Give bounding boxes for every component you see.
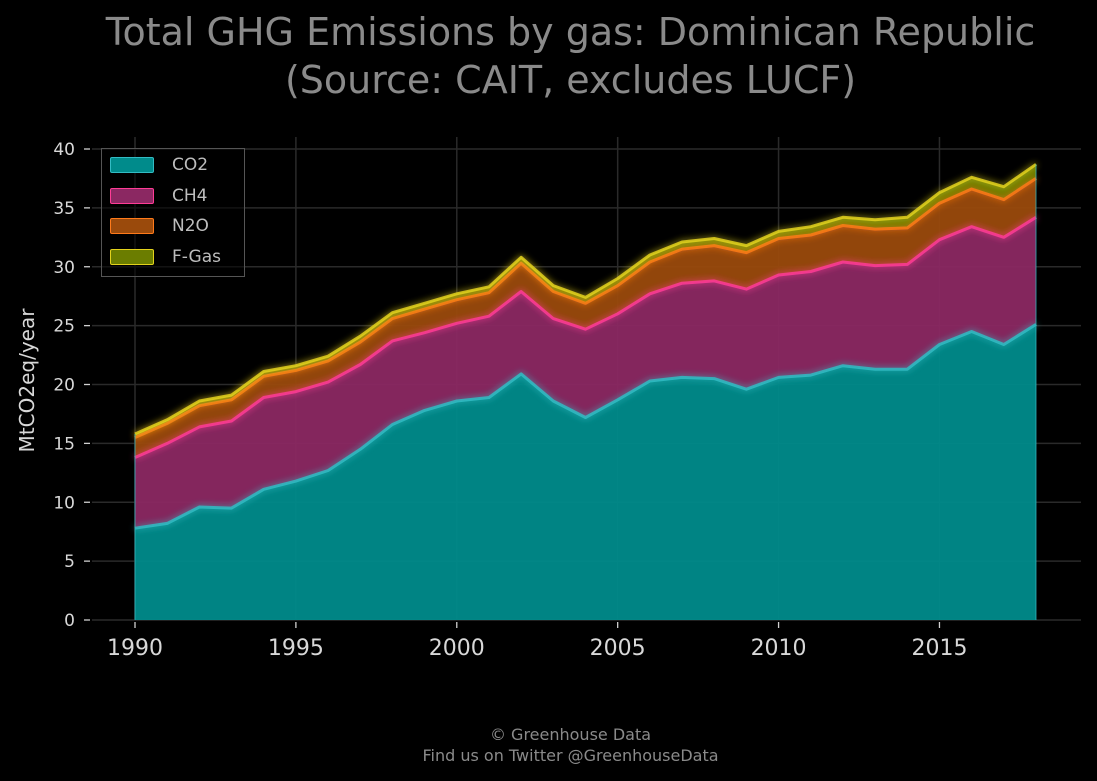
footer-copyright: © Greenhouse Data	[489, 725, 652, 744]
y-tick-label-5: 5	[64, 552, 75, 572]
legend-swatch-ch4	[110, 188, 154, 204]
legend-label-co2: CO2	[172, 155, 209, 175]
area-n2o	[135, 178, 1036, 458]
y-tick-label-10: 10	[53, 493, 75, 513]
line-f-gas	[134, 163, 1037, 436]
area-ch4	[135, 217, 1036, 529]
legend-label-f-gas: F-Gas	[172, 247, 221, 267]
legend-item-f-gas: F-Gas	[110, 246, 221, 268]
legend-label-n2o: N2O	[172, 216, 209, 236]
legend-swatch-n2o	[110, 218, 154, 234]
chart-title: Total GHG Emissions by gas: Dominican Re…	[0, 8, 1097, 104]
area-co2	[135, 324, 1036, 620]
chart-title-line-2: (Source: CAIT, excludes LUCF)	[284, 58, 857, 102]
y-tick-label-0: 0	[64, 611, 75, 631]
x-tick-label-2000: 2000	[429, 636, 485, 661]
y-tick-label-30: 30	[53, 258, 75, 278]
y-tick-label-40: 40	[53, 140, 75, 160]
line-layer	[134, 163, 1037, 620]
y-tick-label-35: 35	[53, 199, 75, 219]
y-tick-label-25: 25	[53, 317, 75, 337]
legend-item-co2: CO2	[110, 154, 208, 176]
footer-twitter: Find us on Twitter @GreenhouseData	[422, 746, 719, 765]
y-axis-label: MtCO2eq/year	[15, 308, 39, 453]
legend: CO2 CH4 N2O F-Gas	[101, 148, 245, 277]
x-tick-label-2015: 2015	[911, 636, 967, 661]
area-f-gas	[135, 164, 1036, 438]
x-tick-label-1990: 1990	[107, 636, 163, 661]
line-n2o	[134, 177, 1037, 439]
legend-swatch-co2	[110, 157, 154, 173]
x-tick-label-2010: 2010	[751, 636, 807, 661]
footer: © Greenhouse Data Find us on Twitter @Gr…	[0, 724, 1097, 766]
legend-item-ch4: CH4	[110, 185, 207, 207]
y-tick-label-20: 20	[53, 376, 75, 396]
legend-swatch-f-gas	[110, 249, 154, 265]
axes: 0 5 10 15 20 25 30 35 40 1990 1995 2000 2005 2010 2015…	[15, 140, 967, 661]
x-tick-label-1995: 1995	[268, 636, 324, 661]
line-ch4	[134, 216, 1037, 459]
chart-title-line-1: Total GHG Emissions by gas: Dominican Re…	[105, 10, 1036, 54]
x-tick-label-2005: 2005	[590, 636, 646, 661]
y-tick-label-15: 15	[53, 434, 75, 454]
line-co2	[134, 323, 1037, 530]
area-layer	[135, 164, 1036, 620]
legend-item-n2o: N2O	[110, 215, 209, 237]
legend-label-ch4: CH4	[172, 186, 208, 206]
